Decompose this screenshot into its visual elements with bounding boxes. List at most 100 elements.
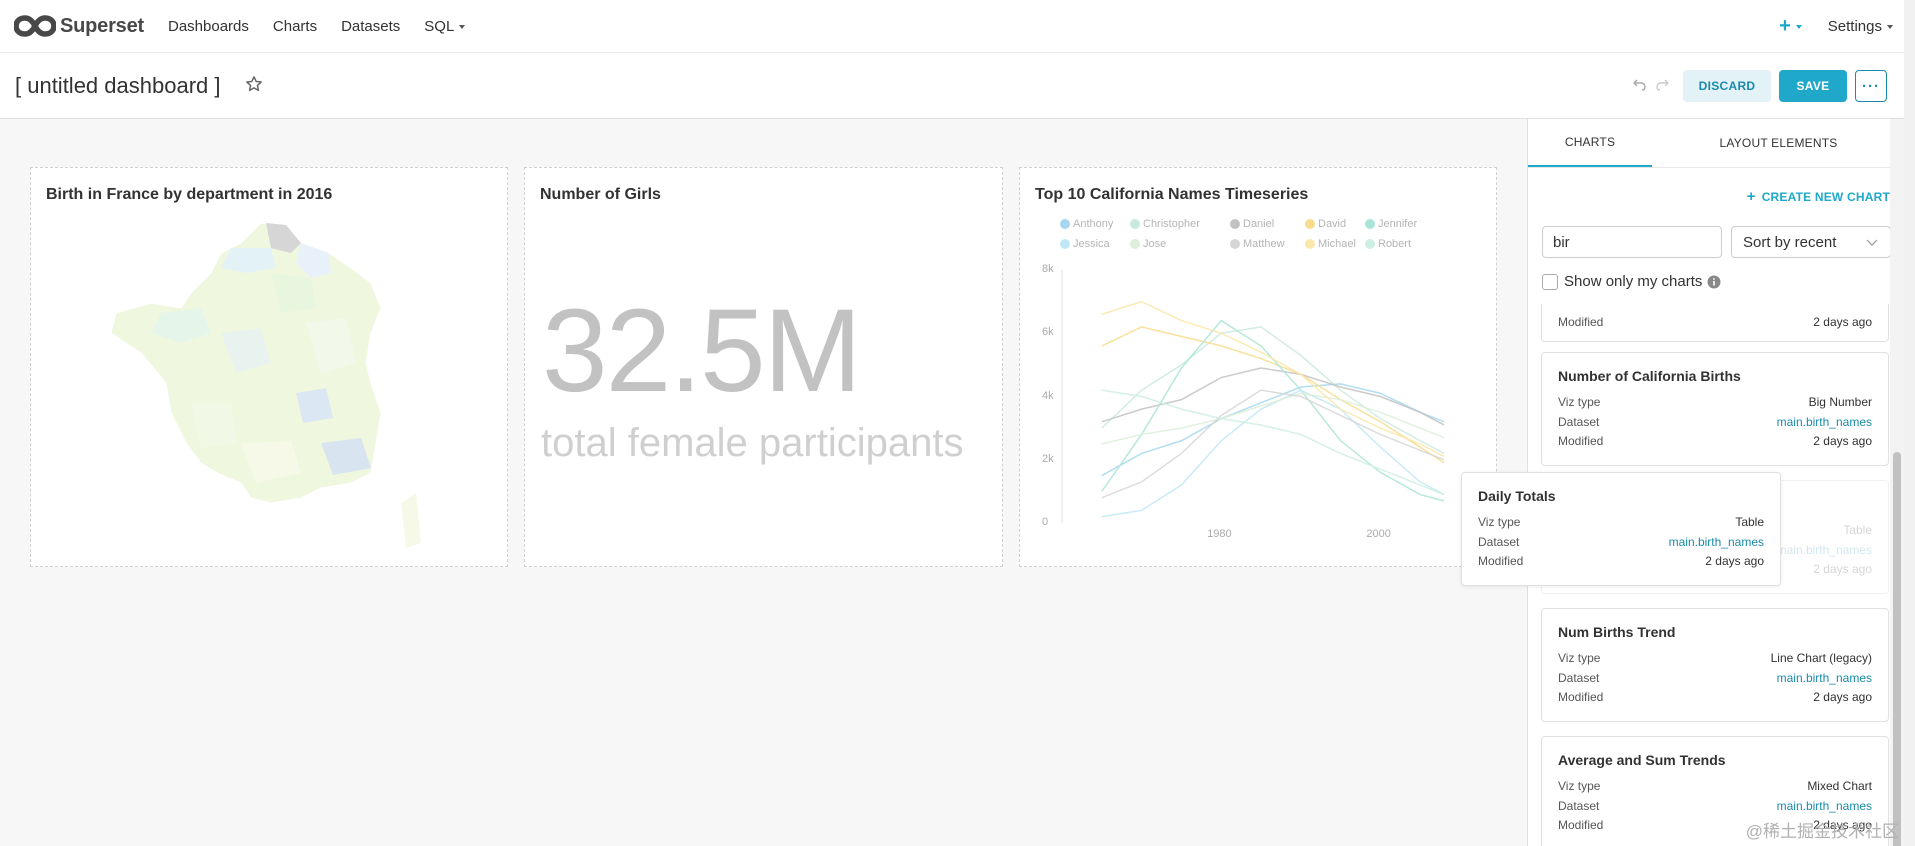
chart-item-title: Average and Sum Trends [1558,752,1726,768]
legend-label: Anthony [1073,218,1114,230]
dataset-link[interactable]: main.birth_names [1776,415,1872,429]
redo-icon[interactable] [1655,78,1669,92]
france-map-graphic [110,222,421,548]
brand-name: Superset [60,14,144,37]
y-tick-label: 8k [1042,263,1054,275]
dragging-chart-card[interactable]: Daily Totals Viz type Table Dataset main… [1461,472,1781,586]
legend-label: David [1318,218,1347,230]
watermark: @稀土掘金技术社区 [1745,822,1899,841]
nav-charts[interactable]: Charts [272,17,318,35]
page-scrollbar[interactable] [1904,0,1915,846]
more-options-button[interactable]: ··· [1855,70,1887,102]
sort-select[interactable]: Sort by recent [1731,226,1891,258]
chart-card-number-of-girls[interactable]: Number of Girls 32.5M total female parti… [524,167,1003,567]
settings-menu[interactable]: Settings [1828,18,1893,35]
info-icon[interactable] [1707,275,1721,289]
dataset-link[interactable]: main.birth_names [1776,799,1872,813]
legend-swatch [1305,239,1315,249]
dataset-link: main.birth_names [1776,543,1872,557]
scrollbar-thumb[interactable] [1893,452,1901,846]
legend-item[interactable]: Jessica [1060,238,1110,250]
chart-item-title: Number of California Births [1558,368,1741,384]
legend-item[interactable]: Matthew [1230,238,1285,250]
y-tick-label: 0 [1042,516,1049,528]
x-tick-label: 2000 [1366,528,1391,540]
modified-label: Modified [1558,315,1604,329]
legend-swatch [1060,219,1070,229]
chevron-down-icon [1887,25,1893,30]
viz-type-value: Mixed Chart [1807,779,1872,793]
brand-logo[interactable]: Superset [14,15,144,38]
viz-type-value: Big Number [1808,395,1872,409]
tab-charts[interactable]: CHARTS [1528,119,1652,167]
legend-item[interactable]: Robert [1365,238,1411,250]
create-new-chart-link[interactable]: + CREATE NEW CHART [1747,188,1890,205]
y-tick-label: 6k [1042,326,1054,339]
modified-row: Modified 2 days ago [1558,315,1872,329]
modified-row: Modified 2 days ago [1478,554,1764,568]
side-panel-scrollbar[interactable] [1890,119,1904,846]
settings-label: Settings [1827,18,1882,35]
chart-card-california-names[interactable]: Top 10 California Names Timeseries Antho… [1019,167,1497,567]
legend-label: Jose [1143,238,1167,250]
show-only-my-charts[interactable]: Show only my charts [1542,273,1721,290]
legend-swatch [1130,219,1140,229]
plus-icon: + [1779,15,1791,37]
legend-swatch [1060,239,1070,249]
viz-type-row: Viz type Mixed Chart [1558,779,1872,793]
legend-item[interactable]: Anthony [1060,218,1113,230]
legend-item[interactable]: Daniel [1230,218,1274,230]
new-menu-button[interactable]: + [1779,15,1802,38]
chart-list-item[interactable]: Average and Sum Trends Viz type Mixed Ch… [1541,736,1889,846]
chart-list-item[interactable]: Modified 2 days ago [1541,304,1889,342]
modified-value: 2 days ago [1813,434,1872,448]
legend-label: Christopher [1143,218,1200,230]
legend-label: Jennifer [1378,218,1418,230]
chevron-down-icon [459,24,466,29]
star-icon[interactable] [245,75,263,93]
viz-type-label: Viz type [1558,779,1601,793]
chart-search-input[interactable] [1542,226,1722,258]
dataset-link[interactable]: main.birth_names [1668,535,1764,549]
legend-item[interactable]: Michael [1305,238,1356,250]
undo-icon[interactable] [1633,78,1647,92]
nav-dashboards[interactable]: Dashboards [168,17,249,35]
viz-type-value: Line Chart (legacy) [1770,651,1872,665]
show-only-my-charts-label: Show only my charts [1564,273,1703,290]
dashboard-title[interactable]: [ untitled dashboard ] [15,73,221,98]
legend-swatch [1365,239,1375,249]
modified-value: 2 days ago [1813,818,1872,832]
viz-type-label: Viz type [1558,395,1601,409]
legend-item[interactable]: Christopher [1130,218,1200,230]
legend-item[interactable]: Jose [1130,238,1166,250]
tab-layout-elements[interactable]: LAYOUT ELEMENTS [1719,136,1838,150]
dataset-label: Dataset [1558,415,1600,429]
plus-icon: + [1746,188,1756,205]
dataset-label: Dataset [1478,535,1520,549]
chart-title: Number of Girls [540,186,661,203]
chart-list-item[interactable]: Number of California Births Viz type Big… [1541,352,1889,466]
nav-sql[interactable]: SQL [424,18,466,35]
dataset-link[interactable]: main.birth_names [1776,671,1872,685]
save-button[interactable]: SAVE [1779,70,1847,102]
dataset-row: Dataset main.birth_names [1558,671,1872,685]
viz-type-row: Table [1558,523,1872,537]
nav-datasets[interactable]: Datasets [341,17,401,35]
legend-swatch [1230,239,1240,249]
legend-label: Robert [1378,238,1412,250]
modified-row: Modified 2 days ago [1558,818,1872,832]
line-chart-plot [1061,270,1445,523]
series-line [1101,389,1445,496]
show-only-my-charts-checkbox[interactable] [1542,273,1558,290]
superset-logo-icon [14,15,56,37]
dataset-row: Dataset main.birth_names [1558,415,1872,429]
chart-card-france-map[interactable]: Birth in France by department in 2016 [30,167,508,567]
legend-item[interactable]: Jennifer [1365,218,1417,230]
dataset-row: Dataset main.birth_names [1478,535,1764,549]
chart-list-item[interactable]: Num Births Trend Viz type Line Chart (le… [1541,608,1889,722]
series-line [1101,389,1445,518]
discard-button[interactable]: DISCARD [1683,70,1771,102]
series-line [1101,326,1445,455]
modified-label: Modified [1478,554,1524,568]
legend-item[interactable]: David [1305,218,1346,230]
